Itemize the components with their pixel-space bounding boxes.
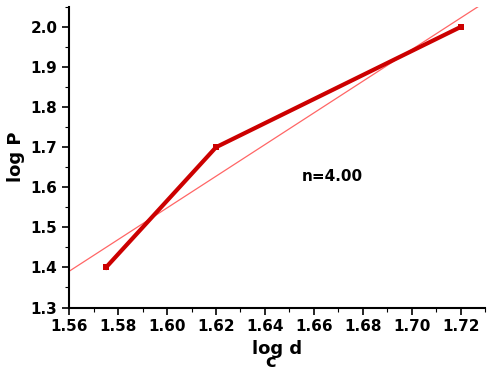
X-axis label: log d: log d	[252, 340, 302, 358]
Y-axis label: log P: log P	[7, 132, 25, 183]
Text: n=4.00: n=4.00	[302, 169, 363, 184]
Text: c: c	[265, 353, 276, 371]
